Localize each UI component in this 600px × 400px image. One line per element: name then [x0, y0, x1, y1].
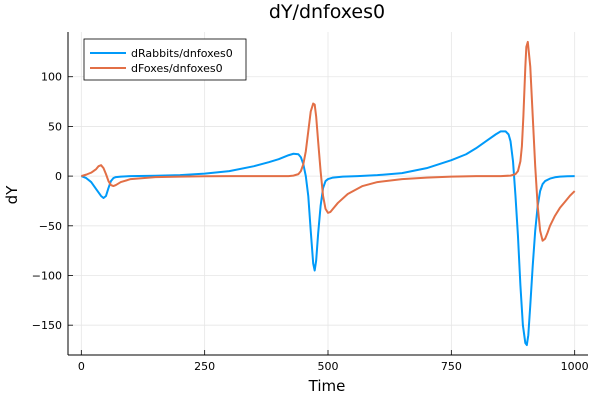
y-tick-label: 0 [55, 170, 62, 183]
series-line-dfoxes-dnfoxes0 [81, 40, 576, 242]
legend-label-drabbits: dRabbits/dnfoxes0 [131, 47, 233, 60]
y-axis-title: dY [3, 185, 21, 205]
x-tick-label: 250 [194, 360, 215, 373]
series-layer [80, 40, 576, 347]
y-tick-label: −100 [32, 269, 62, 282]
legend-box [83, 38, 247, 81]
x-tick-label: 750 [441, 360, 462, 373]
tick-marks: 0 250 500 750 1000 −150 −100 −50 0 50 100 [32, 71, 589, 373]
y-tick-label: −50 [39, 220, 62, 233]
x-tick-label: 0 [78, 360, 85, 373]
legend-label-dfoxes: dFoxes/dnfoxes0 [131, 62, 223, 75]
x-axis-title: Time [308, 377, 346, 395]
y-tick-label: 50 [48, 120, 62, 133]
series-line-drabbits-dnfoxes0 [80, 130, 575, 347]
grid [68, 32, 588, 355]
x-tick-label: 500 [318, 360, 339, 373]
chart-title: dY/dnfoxes0 [269, 1, 385, 23]
y-tick-label: 100 [41, 71, 62, 84]
y-tick-label: −150 [32, 319, 62, 332]
x-tick-label: 1000 [561, 360, 589, 373]
legend: dRabbits/dnfoxes0 dFoxes/dnfoxes0 [83, 38, 247, 81]
